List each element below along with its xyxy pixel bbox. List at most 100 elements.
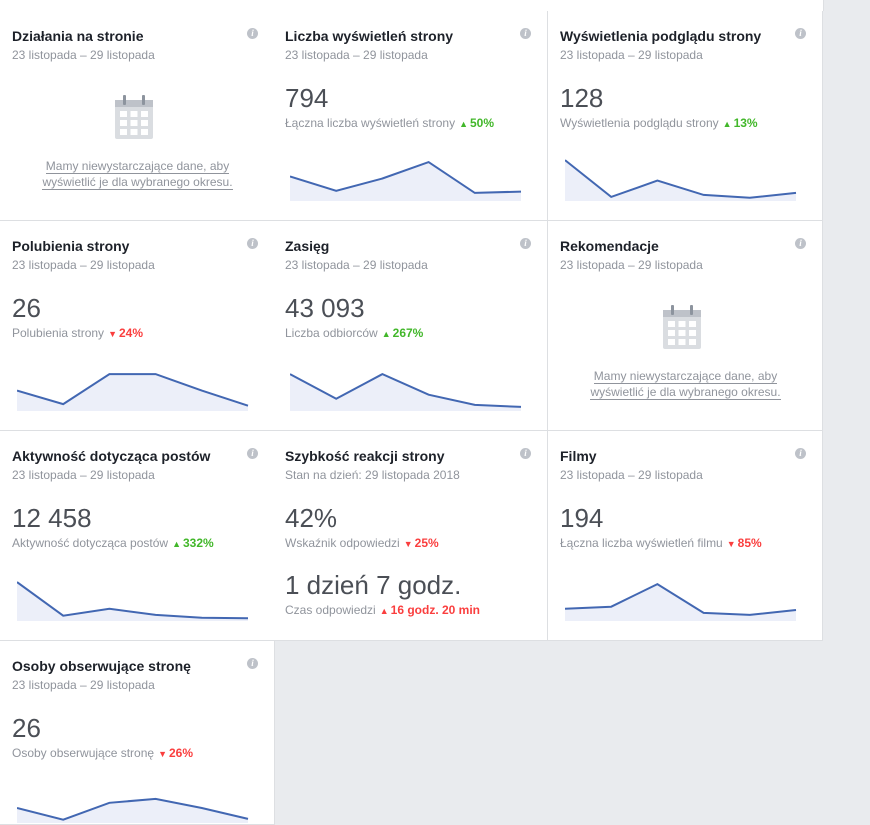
card-page-previews[interactable]: Wyświetlenia podglądu strony 23 listopad… (548, 11, 823, 221)
metric-label: Wskaźnik odpowiedzi (285, 536, 400, 550)
no-data-line-1: Mamy niewystarczające dane, aby (45, 159, 230, 174)
info-icon[interactable]: i (795, 238, 806, 249)
metric-label: Liczba odbiorców (285, 326, 378, 340)
triangle-down-icon: ▼ (108, 329, 117, 339)
card-date: 23 listopada – 29 listopada (12, 48, 155, 62)
top-band (0, 0, 824, 11)
info-icon[interactable]: i (520, 28, 531, 39)
sparkline-line (17, 581, 249, 620)
card-page-actions[interactable]: Działania na stronie 23 listopada – 29 l… (0, 11, 275, 221)
card-videos[interactable]: Filmy 23 listopada – 29 listopada i 194 … (548, 431, 823, 641)
sparkline (17, 797, 249, 823)
info-icon[interactable]: i (247, 658, 258, 669)
card-recommendations[interactable]: Rekomendacje 23 listopada – 29 listopada… (548, 221, 823, 431)
sparkline-line (17, 373, 249, 407)
sparkline-area (565, 584, 796, 621)
metric-line: Liczba odbiorców ▲ 267% (285, 326, 423, 340)
info-icon[interactable]: i (247, 448, 258, 459)
metric-delta: 50% (470, 116, 495, 130)
triangle-down-icon: ▼ (403, 539, 413, 549)
metric-label: Osoby obserwujące stronę (12, 746, 155, 760)
metric-delta: 26% (169, 746, 194, 760)
metric-delta: 332% (183, 536, 214, 550)
card-page-likes[interactable]: Polubienia strony 23 listopada – 29 list… (0, 221, 275, 431)
no-data-line-2: wyświetlić je dla wybranego okresu. (590, 385, 781, 400)
metric-label: Polubienia strony (12, 326, 105, 340)
response-time-value: 1 dzień 7 godz. (285, 570, 462, 600)
triangle-up-icon: ▲ (722, 119, 732, 129)
sparkline-line (565, 582, 797, 616)
metric-line: Aktywność dotycząca postów ▲ 332% (12, 536, 214, 550)
metric-value: 128 (560, 83, 604, 113)
triangle-up-icon: ▲ (381, 329, 391, 339)
info-icon[interactable]: i (795, 28, 806, 39)
metric-value: 794 (285, 83, 329, 113)
sparkline-line (290, 372, 522, 408)
no-data-line-1: Mamy niewystarczające dane, aby (593, 369, 778, 384)
sparkline-line (290, 160, 522, 194)
card-title: Zasięg (285, 238, 330, 254)
card-reach[interactable]: Zasięg 23 listopada – 29 listopada i 43 … (273, 221, 548, 431)
card-title: Osoby obserwujące stronę (12, 658, 191, 674)
metric-value: 12 458 (12, 503, 92, 533)
card-title: Działania na stronie (12, 28, 144, 44)
sparkline (17, 373, 249, 411)
metric-value: 26 (12, 713, 41, 743)
metric-delta: 267% (392, 326, 424, 340)
no-data-message: Mamy niewystarczające dane, aby wyświetl… (20, 158, 255, 190)
sparkline-line (17, 797, 249, 821)
card-title: Szybkość reakcji strony (285, 448, 445, 464)
metric-value: 194 (560, 503, 604, 533)
sparkline-area (17, 374, 248, 411)
metric-delta: 16 godz. 20 min (390, 603, 480, 617)
info-icon[interactable]: i (247, 28, 258, 39)
sparkline-area (17, 798, 248, 823)
card-title: Aktywność dotycząca postów (12, 448, 211, 464)
metric-label: Łączna liczba wyświetleń strony (285, 116, 456, 130)
info-icon[interactable]: i (795, 448, 806, 459)
metric-line: Czas odpowiedzi ▲ 16 godz. 20 min (285, 603, 480, 617)
card-post-engagement[interactable]: Aktywność dotycząca postów 23 listopada … (0, 431, 275, 641)
metric-line: Łączna liczba wyświetleń strony ▲ 50% (285, 116, 494, 130)
card-response-speed[interactable]: Szybkość reakcji strony Stan na dzień: 2… (273, 431, 548, 641)
metric-delta: 25% (414, 536, 439, 550)
card-date: 23 listopada – 29 listopada (560, 258, 703, 272)
sparkline-line (565, 159, 797, 199)
triangle-up-icon: ▲ (172, 539, 181, 549)
card-date: 23 listopada – 29 listopada (285, 48, 428, 62)
sparkline (565, 159, 797, 201)
metric-value: 26 (12, 293, 41, 323)
sparkline-area (290, 374, 521, 411)
metric-label: Czas odpowiedzi (285, 603, 376, 617)
card-date: 23 listopada – 29 listopada (12, 468, 155, 482)
card-title: Wyświetlenia podglądu strony (560, 28, 762, 44)
triangle-down-icon: ▼ (726, 539, 736, 549)
info-icon[interactable]: i (520, 238, 531, 249)
card-followers[interactable]: Osoby obserwujące stronę 23 listopada – … (0, 641, 275, 825)
card-title: Liczba wyświetleń strony (285, 28, 454, 44)
sparkline-area (290, 162, 521, 201)
card-title: Rekomendacje (560, 238, 659, 254)
calendar-icon (115, 95, 153, 139)
card-date: 23 listopada – 29 listopada (12, 678, 155, 692)
card-date: 23 listopada – 29 listopada (285, 258, 428, 272)
metric-label: Aktywność dotycząca postów (12, 536, 169, 550)
metric-line: Wyświetlenia podglądu strony ▲ 13% (560, 116, 758, 130)
triangle-up-icon: ▲ (459, 119, 468, 129)
card-date: Stan na dzień: 29 listopada 2018 (285, 468, 460, 482)
metric-delta: 13% (733, 116, 758, 130)
triangle-down-icon: ▼ (158, 749, 167, 759)
info-icon[interactable]: i (247, 238, 258, 249)
sparkline (290, 372, 522, 411)
sparkline-area (17, 582, 248, 621)
insights-grid: Działania na stronie 23 listopada – 29 l… (0, 0, 824, 825)
sparkline-area (565, 160, 796, 201)
triangle-up-icon: ▲ (379, 606, 389, 616)
card-date: 23 listopada – 29 listopada (12, 258, 155, 272)
metric-line: Polubienia strony ▼ 24% (12, 326, 143, 340)
calendar-icon (663, 305, 701, 349)
card-page-views[interactable]: Liczba wyświetleń strony 23 listopada – … (273, 11, 548, 221)
no-data-line-2: wyświetlić je dla wybranego okresu. (42, 175, 233, 190)
info-icon[interactable]: i (520, 448, 531, 459)
sparkline (17, 581, 249, 621)
